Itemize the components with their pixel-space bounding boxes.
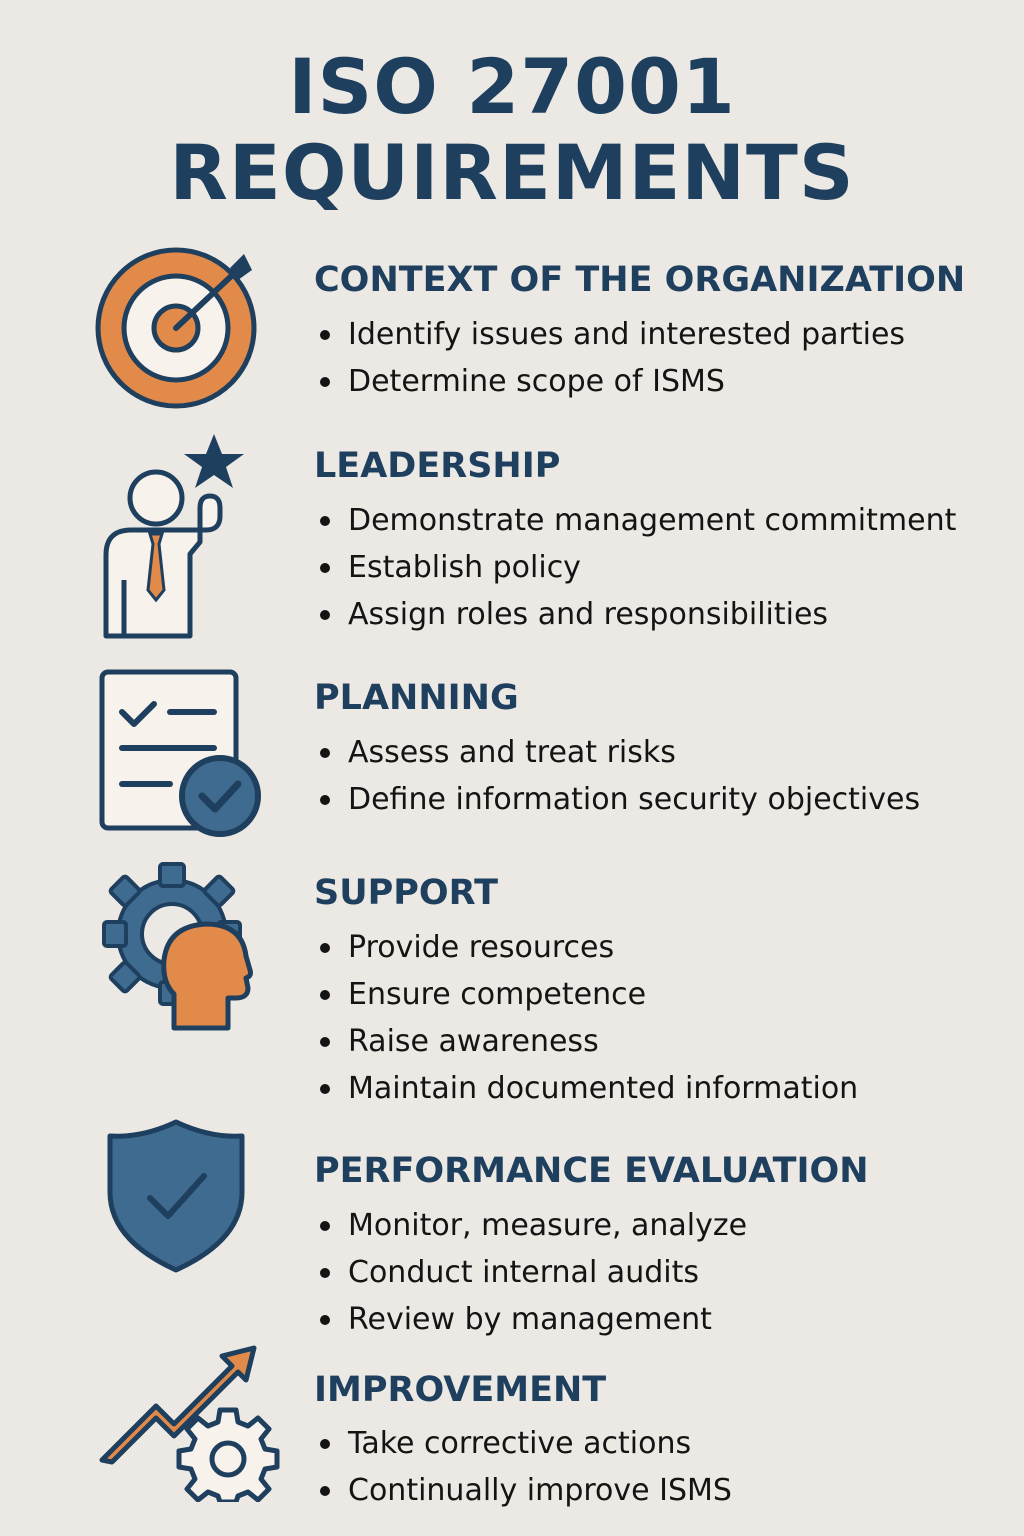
- bullet-item: Continually improve ISMS: [314, 1467, 732, 1514]
- growth-arrow-gear-icon: [98, 1342, 280, 1502]
- bullet-list: Monitor, measure, analyze Conduct intern…: [314, 1202, 747, 1343]
- section-heading: SUPPORT: [314, 873, 498, 913]
- checklist-icon: [98, 668, 268, 838]
- section-heading: PLANNING: [314, 678, 519, 718]
- bullet-item: Determine scope of ISMS: [314, 358, 905, 405]
- bullet-item: Monitor, measure, analyze: [314, 1202, 747, 1249]
- section-heading: PERFORMANCE EVALUATION: [314, 1151, 869, 1191]
- gear-head-icon: [102, 862, 272, 1032]
- bullet-item: Maintain documented information: [314, 1065, 858, 1112]
- bullet-item: Conduct internal audits: [314, 1249, 747, 1296]
- bullet-item: Provide resources: [314, 924, 858, 971]
- bullet-item: Ensure competence: [314, 971, 858, 1018]
- leader-with-star-icon: [96, 430, 266, 640]
- bullet-item: Identify issues and interested parties: [314, 311, 905, 358]
- section-heading: CONTEXT OF THE ORGANIZATION: [314, 260, 966, 300]
- target-icon: [94, 246, 264, 416]
- bullet-list: Identify issues and interested parties D…: [314, 311, 905, 405]
- page-title: ISO 27001 REQUIREMENTS: [0, 44, 1024, 216]
- bullet-item: Review by management: [314, 1296, 747, 1343]
- bullet-list: Demonstrate management commitment Establ…: [314, 497, 956, 638]
- bullet-item: Take corrective actions: [314, 1420, 732, 1467]
- title-line-2: REQUIREMENTS: [169, 128, 855, 217]
- bullet-item: Demonstrate management commitment: [314, 497, 956, 544]
- bullet-item: Raise awareness: [314, 1018, 858, 1065]
- bullet-item: Assign roles and responsibilities: [314, 591, 956, 638]
- bullet-item: Establish policy: [314, 544, 956, 591]
- section-heading: LEADERSHIP: [314, 446, 561, 486]
- bullet-item: Define information security objectives: [314, 776, 920, 823]
- shield-check-icon: [104, 1118, 248, 1274]
- bullet-item: Assess and treat risks: [314, 729, 920, 776]
- bullet-list: Provide resources Ensure competence Rais…: [314, 924, 858, 1112]
- bullet-list: Assess and treat risks Define informatio…: [314, 729, 920, 823]
- title-line-1: ISO 27001: [288, 42, 736, 131]
- bullet-list: Take corrective actions Continually impr…: [314, 1420, 732, 1514]
- section-heading: IMPROVEMENT: [314, 1370, 607, 1410]
